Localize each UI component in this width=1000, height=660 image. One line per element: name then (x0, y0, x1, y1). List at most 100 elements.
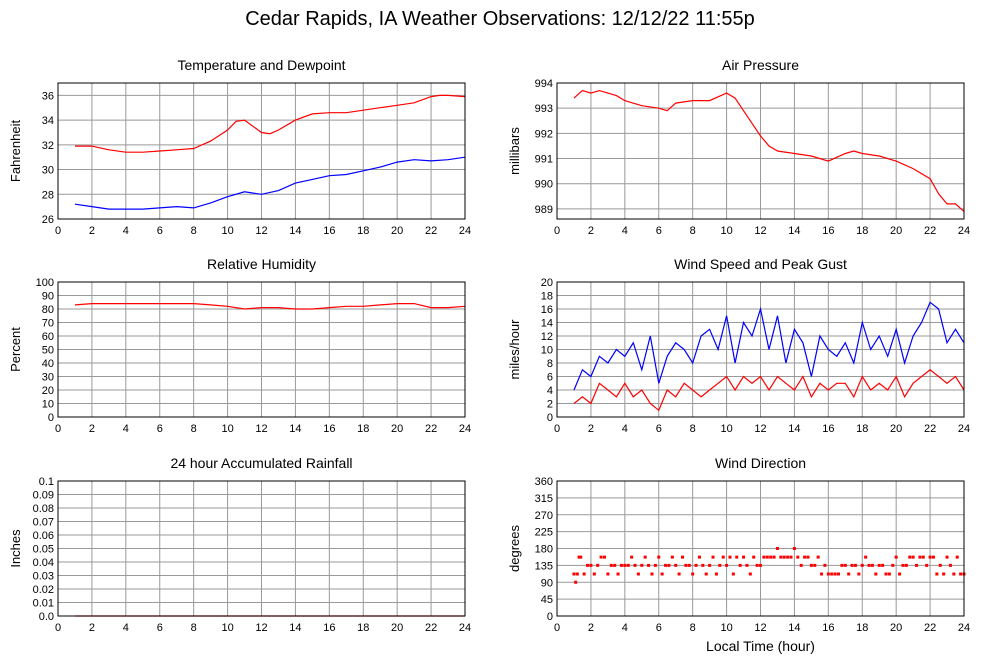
series-line-1 (573, 369, 965, 412)
y-tick-label: 90 (541, 577, 553, 589)
data-point (928, 555, 932, 559)
y-tick-label: 16 (541, 304, 553, 316)
x-tick-label: 10 (221, 225, 233, 237)
y-tick-label: 2 (547, 399, 553, 411)
x-tick-label: 14 (289, 423, 301, 435)
x-tick-label: 20 (391, 423, 403, 435)
data-point (664, 563, 668, 567)
data-point (955, 555, 959, 559)
x-tick-label: 22 (425, 225, 437, 237)
data-point (860, 563, 864, 567)
data-point (579, 555, 583, 559)
x-tick-label: 20 (890, 225, 902, 237)
x-axis-label: Local Time (hour) (706, 638, 815, 654)
data-point (667, 563, 671, 567)
series-line-0 (573, 89, 965, 212)
y-tick-label: 0.03 (33, 571, 54, 583)
x-tick-label: 12 (255, 423, 267, 435)
x-tick-label: 24 (958, 622, 970, 634)
data-point (840, 563, 844, 567)
x-tick-label: 0 (55, 225, 61, 237)
direction-chart: 0 2 4 6 8 10 12 14 16 18 20 22 240459013518022527031… (507, 455, 970, 654)
data-point (752, 555, 756, 559)
data-point (870, 563, 874, 567)
y-tick-label: 90 (42, 291, 54, 303)
data-point (891, 563, 895, 567)
y-tick-label: 315 (535, 493, 553, 505)
data-point (589, 563, 593, 567)
data-point (582, 572, 586, 576)
x-tick-label: 2 (89, 423, 95, 435)
y-tick-label: 994 (535, 78, 553, 90)
data-point (769, 555, 773, 559)
y-tick-label: 0.06 (33, 530, 54, 542)
x-tick-label: 4 (123, 225, 129, 237)
data-point (894, 555, 898, 559)
series-line-1 (74, 156, 466, 210)
data-point (918, 555, 922, 559)
x-tick-label: 16 (822, 225, 834, 237)
x-tick-label: 8 (191, 225, 197, 237)
x-tick-label: 12 (255, 622, 267, 634)
x-tick-label: 24 (459, 622, 471, 634)
data-point (670, 555, 674, 559)
data-point (904, 563, 908, 567)
y-tick-label: 993 (535, 103, 553, 115)
data-point (606, 572, 610, 576)
x-tick-label: 8 (690, 423, 696, 435)
y-tick-label: 990 (535, 179, 553, 191)
data-point (901, 563, 905, 567)
data-point (952, 572, 956, 576)
data-point (599, 555, 603, 559)
data-point (796, 555, 800, 559)
data-point (616, 572, 620, 576)
humidity-chart: 0 2 4 6 8 10 12 14 16 18 20 22 240102030405060708090… (8, 256, 471, 435)
x-tick-label: 22 (924, 622, 936, 634)
data-point (592, 572, 596, 576)
data-point (945, 555, 949, 559)
data-point (786, 555, 790, 559)
y-tick-label: 30 (42, 165, 54, 177)
chart-title: Wind Direction (715, 455, 806, 471)
x-tick-label: 16 (822, 423, 834, 435)
data-point (959, 572, 963, 576)
x-tick-label: 14 (788, 622, 800, 634)
data-point (833, 572, 837, 576)
data-point (636, 572, 640, 576)
x-tick-label: 8 (191, 423, 197, 435)
data-point (915, 563, 919, 567)
x-tick-label: 2 (588, 225, 594, 237)
x-tick-label: 0 (55, 423, 61, 435)
x-tick-label: 16 (323, 225, 335, 237)
x-tick-label: 2 (89, 622, 95, 634)
data-point (938, 563, 942, 567)
x-tick-label: 22 (425, 423, 437, 435)
data-point (755, 563, 759, 567)
y-tick-label: 0.1 (39, 476, 54, 488)
data-point (881, 563, 885, 567)
data-point (691, 572, 695, 576)
data-point (789, 555, 793, 559)
y-tick-label: 135 (535, 560, 553, 572)
data-point (850, 563, 854, 567)
chart-title: Air Pressure (722, 57, 799, 73)
y-tick-label: 14 (541, 318, 553, 330)
y-axis-label: degrees (507, 525, 522, 572)
x-tick-label: 14 (788, 423, 800, 435)
y-tick-label: 0.01 (33, 598, 54, 610)
y-tick-label: 6 (547, 372, 553, 384)
data-point (779, 555, 783, 559)
x-tick-label: 6 (157, 423, 163, 435)
data-point (857, 572, 861, 576)
chart-title: Relative Humidity (207, 256, 316, 272)
data-point (674, 563, 678, 567)
data-point (725, 563, 729, 567)
data-point (626, 563, 630, 567)
y-axis-label: Inches (8, 529, 23, 568)
rain-chart: 0 2 4 6 8 10 12 14 16 18 20 22 240.00.010.020.030.04… (8, 455, 471, 634)
plot-frame (556, 82, 965, 220)
data-point (660, 572, 664, 576)
data-point (911, 555, 915, 559)
temp-chart: 0 2 4 6 8 10 12 14 16 18 20 22 24262830323436Tempera… (8, 57, 471, 237)
